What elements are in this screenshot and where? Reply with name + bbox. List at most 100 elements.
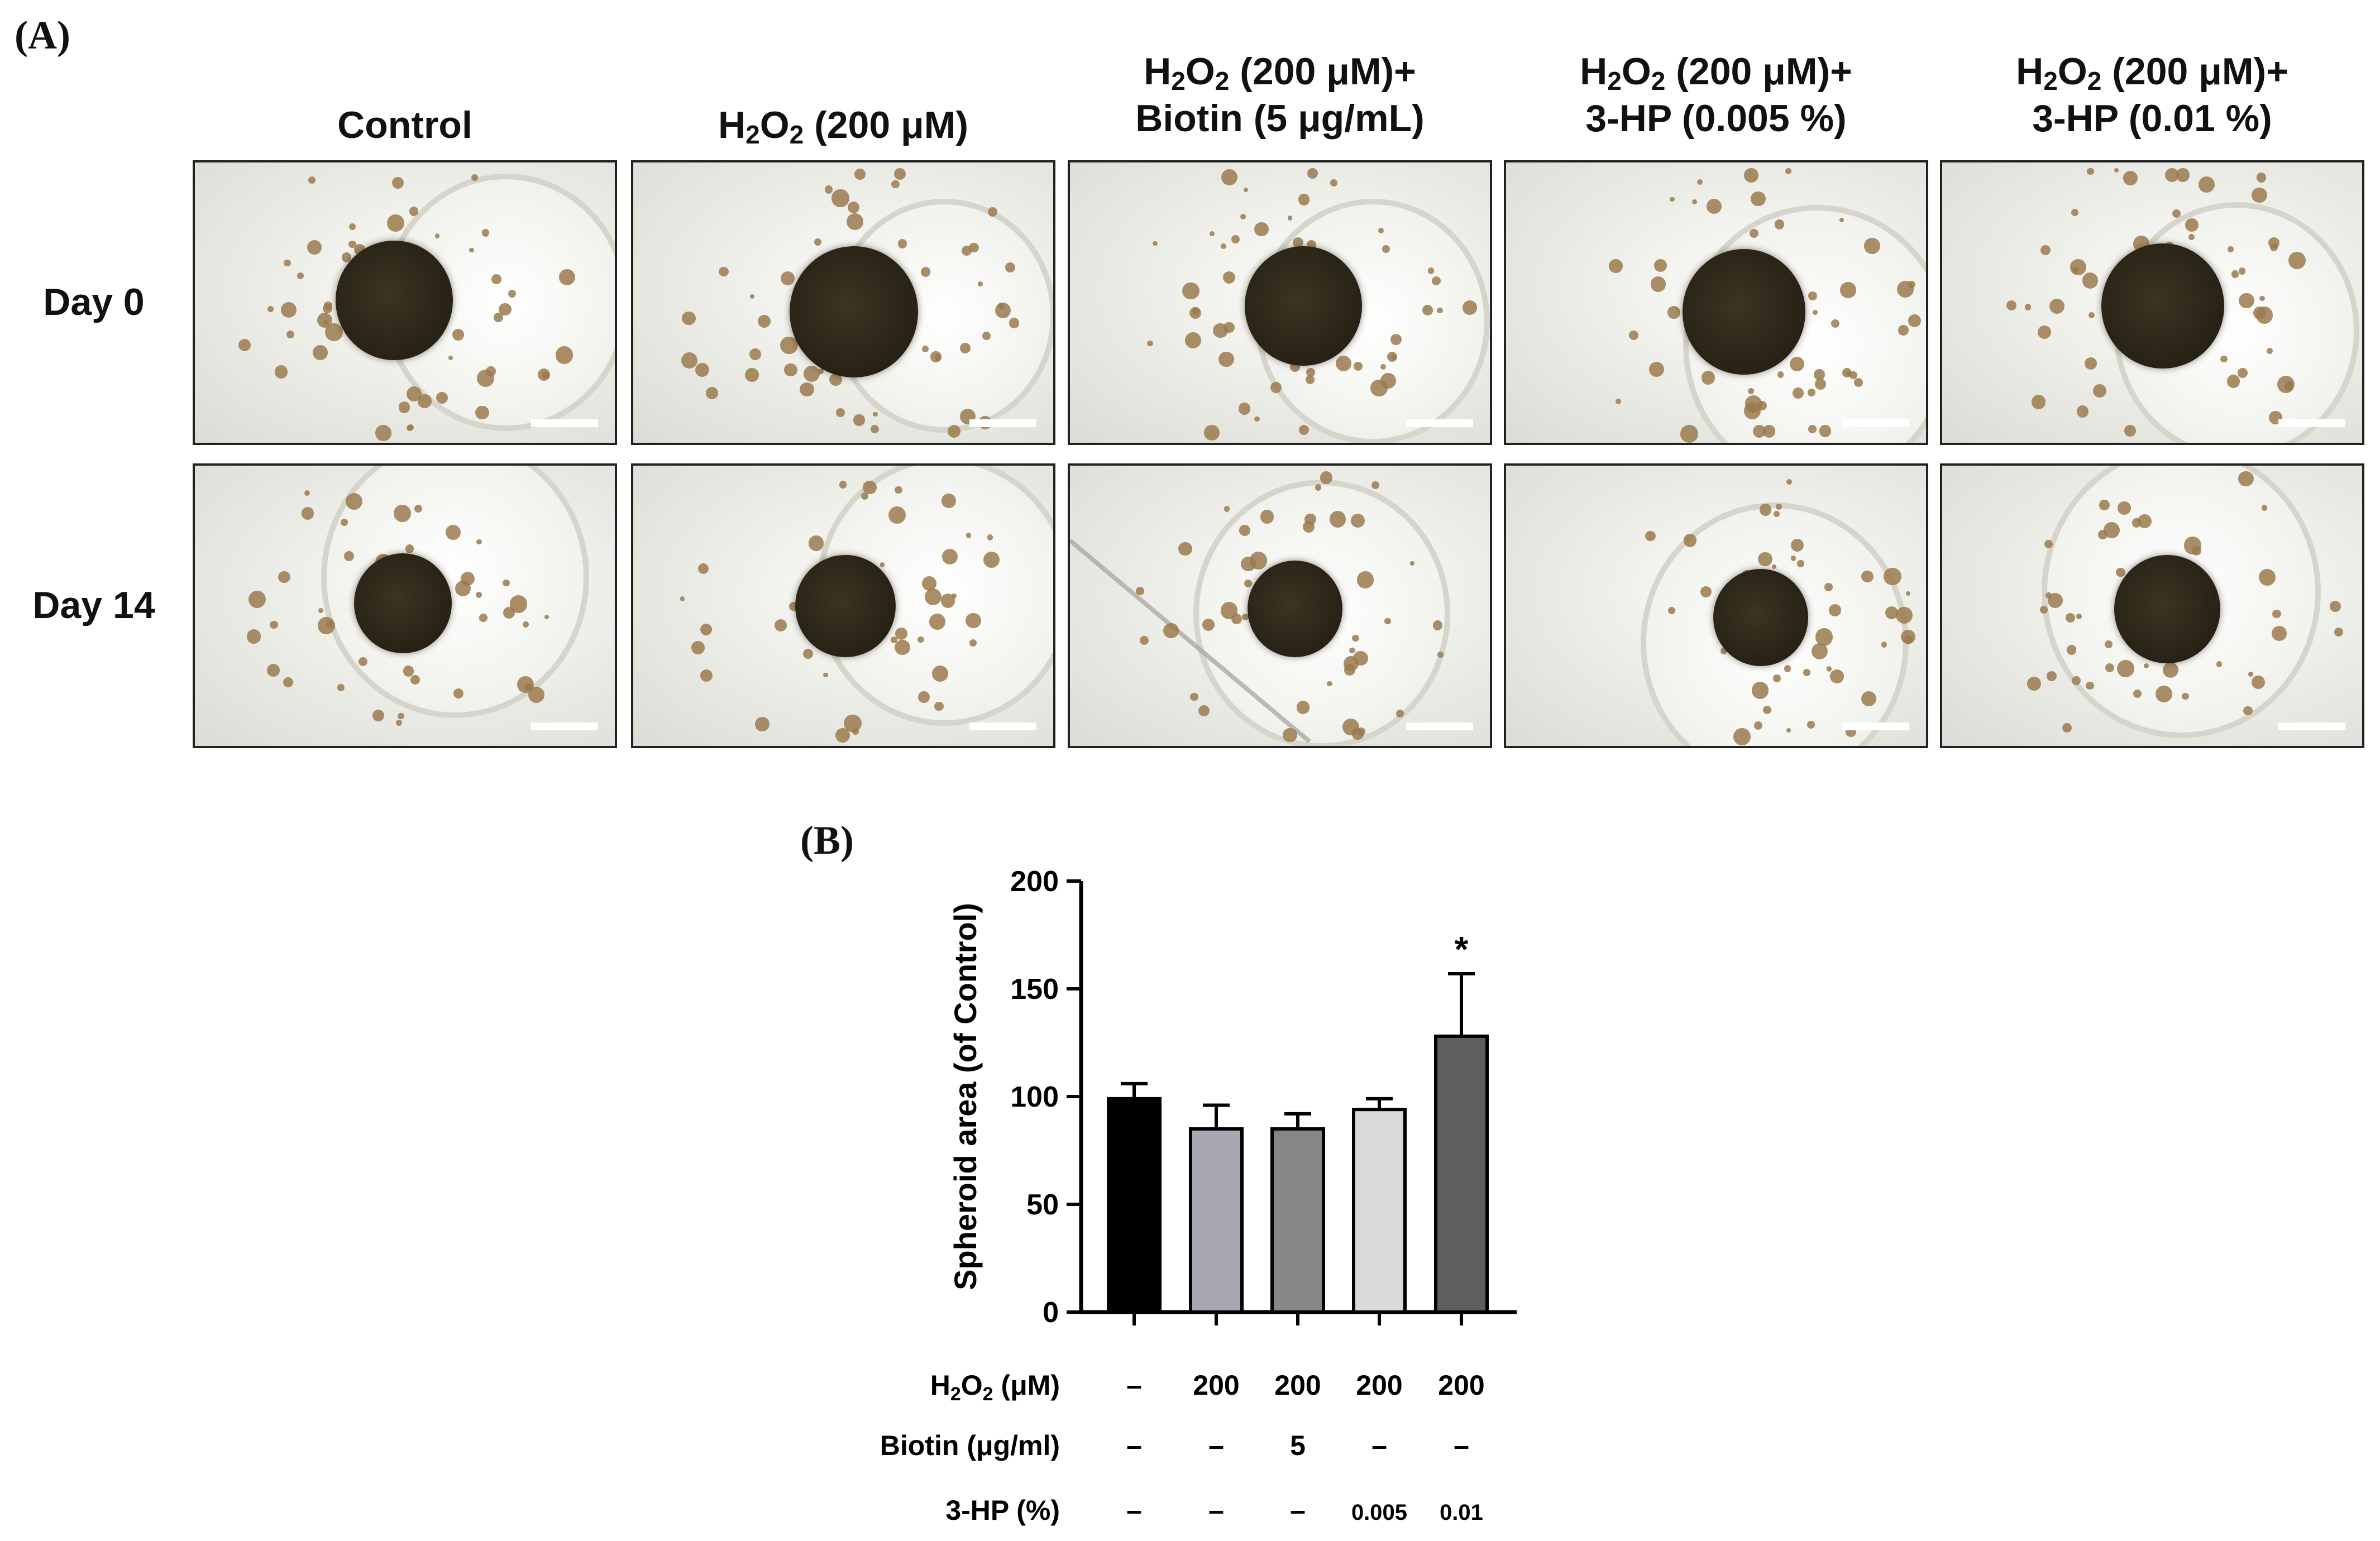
cell-cluster bbox=[1437, 308, 1443, 314]
y-tick-label: 100 bbox=[1010, 1081, 1059, 1113]
cell-cluster bbox=[2116, 659, 2135, 678]
condition-value: – bbox=[1290, 1495, 1306, 1526]
cell-cluster bbox=[2334, 628, 2343, 637]
cell-cluster bbox=[1335, 355, 1351, 371]
cell-cluster bbox=[453, 688, 464, 698]
cell-cluster bbox=[2188, 234, 2195, 241]
cell-cluster bbox=[1185, 332, 1202, 349]
spheroid bbox=[336, 240, 453, 360]
cell-cluster bbox=[2046, 671, 2057, 682]
cell-cluster bbox=[802, 649, 813, 659]
cell-cluster bbox=[348, 240, 356, 248]
cell-cluster bbox=[814, 238, 821, 246]
cell-cluster bbox=[942, 494, 957, 509]
cell-cluster bbox=[345, 492, 362, 510]
cell-cluster bbox=[238, 338, 251, 351]
cell-cluster bbox=[780, 336, 798, 355]
cell-cluster bbox=[1224, 506, 1230, 512]
cell-cluster bbox=[1777, 371, 1784, 379]
cell-cluster bbox=[853, 414, 865, 426]
cell-cluster bbox=[2031, 395, 2046, 409]
cell-cluster bbox=[1908, 280, 1915, 289]
cell-cluster bbox=[2066, 644, 2077, 655]
cell-cluster bbox=[2104, 640, 2113, 649]
scale-bar bbox=[531, 722, 598, 730]
cell-cluster bbox=[2288, 252, 2306, 270]
cell-cluster bbox=[942, 548, 958, 565]
cell-cluster bbox=[1751, 682, 1769, 699]
condition-value: – bbox=[1208, 1495, 1224, 1526]
cell-cluster bbox=[1306, 375, 1315, 384]
cell-cluster bbox=[2231, 270, 2239, 278]
row-header: Day 14 bbox=[32, 584, 155, 626]
cell-cluster bbox=[2143, 663, 2149, 669]
cell-cluster bbox=[1776, 504, 1782, 510]
cell-cluster bbox=[1344, 656, 1359, 672]
cell-cluster bbox=[1824, 583, 1833, 591]
y-tick-label: 200 bbox=[1010, 865, 1059, 898]
cell-cluster bbox=[1330, 179, 1337, 187]
cell-cluster bbox=[2114, 168, 2119, 173]
cell-cluster bbox=[304, 490, 310, 496]
cell-cluster bbox=[695, 363, 710, 377]
cell-cluster bbox=[1792, 387, 1804, 399]
cell-cluster bbox=[274, 365, 288, 379]
cell-cluster bbox=[1390, 334, 1402, 346]
cell-cluster bbox=[503, 580, 510, 587]
cell-cluster bbox=[248, 590, 266, 608]
cell-cluster bbox=[1905, 591, 1910, 596]
cell-cluster bbox=[1896, 607, 1913, 624]
cell-cluster bbox=[2162, 662, 2178, 678]
cell-cluster bbox=[890, 636, 898, 644]
cell-cluster bbox=[2071, 676, 2081, 685]
cell-cluster bbox=[481, 229, 490, 237]
cell-cluster bbox=[1840, 281, 1857, 299]
cell-cluster bbox=[1774, 510, 1780, 517]
cell-cluster bbox=[392, 176, 404, 189]
cell-cluster bbox=[1784, 665, 1791, 672]
cell-cluster bbox=[2176, 168, 2190, 182]
cell-cluster bbox=[784, 363, 797, 377]
cell-cluster bbox=[405, 544, 414, 553]
cell-cluster bbox=[460, 572, 475, 586]
cell-cluster bbox=[2182, 692, 2189, 700]
cell-cluster bbox=[917, 636, 924, 643]
cell-cluster bbox=[1771, 564, 1777, 570]
cell-cluster bbox=[1231, 235, 1240, 244]
spheroid bbox=[1713, 569, 1808, 666]
cell-cluster bbox=[1244, 579, 1253, 588]
cell-cluster bbox=[1422, 305, 1433, 316]
cell-cluster bbox=[508, 290, 516, 298]
cell-cluster bbox=[503, 606, 515, 619]
cell-cluster bbox=[528, 687, 544, 704]
cell-cluster bbox=[2185, 218, 2199, 232]
cell-cluster bbox=[1645, 530, 1656, 541]
micrograph-image bbox=[193, 463, 617, 748]
cell-cluster bbox=[1220, 243, 1226, 249]
spheroid bbox=[2101, 243, 2225, 369]
cell-cluster bbox=[410, 675, 420, 685]
cell-cluster bbox=[1349, 647, 1356, 654]
cell-cluster bbox=[398, 401, 410, 413]
cell-cluster bbox=[1898, 325, 1909, 336]
spheroid bbox=[353, 553, 452, 653]
cell-cluster bbox=[475, 405, 490, 420]
cell-cluster bbox=[1293, 237, 1304, 248]
cell-cluster bbox=[1254, 416, 1260, 422]
cell-cluster bbox=[1357, 571, 1374, 588]
cell-cluster bbox=[1223, 271, 1236, 284]
cell-cluster bbox=[1697, 179, 1703, 185]
cell-cluster bbox=[2086, 682, 2094, 690]
cell-cluster bbox=[1243, 187, 1249, 193]
spheroid bbox=[1247, 561, 1342, 658]
cell-cluster bbox=[555, 346, 573, 364]
cell-cluster bbox=[1908, 314, 1921, 327]
condition-row-label: Biotin (μg/ml) bbox=[880, 1430, 1060, 1461]
cell-cluster bbox=[1904, 635, 1913, 644]
cell-cluster bbox=[1352, 634, 1359, 642]
cell-cluster bbox=[1254, 222, 1269, 237]
cell-cluster bbox=[1808, 291, 1817, 300]
cell-cluster bbox=[757, 314, 771, 328]
cell-cluster bbox=[2252, 675, 2266, 689]
cell-cluster bbox=[485, 366, 496, 376]
